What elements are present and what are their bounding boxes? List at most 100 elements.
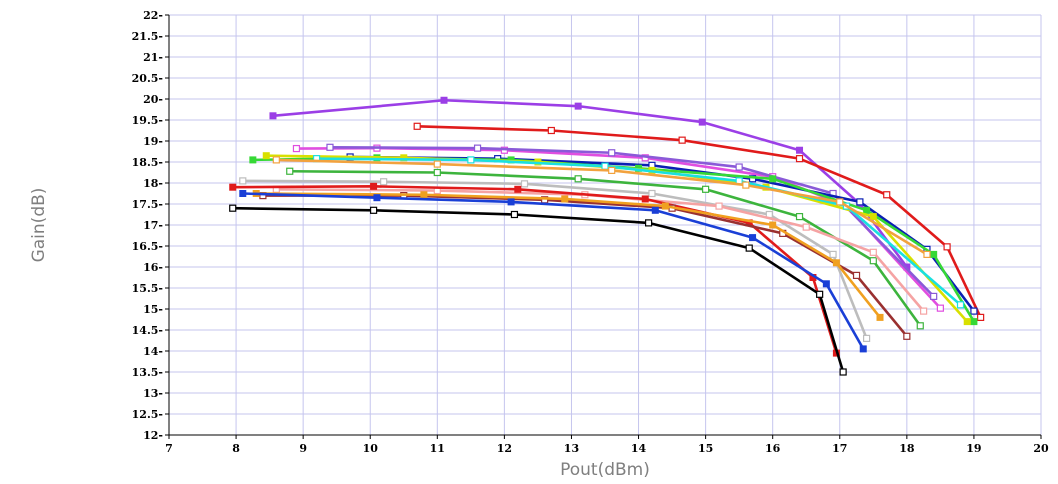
y-tick-label: 15.5- xyxy=(132,282,163,295)
series-2 xyxy=(413,122,985,321)
data-point-marker xyxy=(229,183,237,191)
series-line xyxy=(276,158,928,256)
data-point-marker xyxy=(795,155,804,163)
data-point-marker xyxy=(943,243,951,251)
x-tick-label: 12 xyxy=(497,442,512,455)
data-point-marker xyxy=(796,146,804,154)
data-point-marker xyxy=(369,206,378,214)
data-point-marker xyxy=(956,301,965,309)
data-point-marker xyxy=(510,210,519,219)
data-point-marker xyxy=(977,313,985,321)
data-point-marker xyxy=(292,144,301,153)
x-tick-label: 19 xyxy=(966,442,981,455)
data-point-marker xyxy=(507,198,515,206)
data-point-marker xyxy=(903,332,911,340)
y-axis-title: Gain(dB) xyxy=(29,188,49,263)
data-point-marker xyxy=(433,168,441,177)
data-point-marker xyxy=(742,181,750,189)
x-tick-label: 14 xyxy=(631,442,647,455)
y-tick-label: 13- xyxy=(143,387,163,400)
y-tick-label: 13.5- xyxy=(132,366,163,379)
data-point-marker xyxy=(920,307,928,315)
data-point-marker xyxy=(520,180,529,188)
data-point-marker xyxy=(698,118,706,126)
data-point-marker xyxy=(561,195,569,203)
data-point-marker xyxy=(702,185,710,193)
series-line xyxy=(316,157,962,306)
data-point-marker xyxy=(883,191,891,199)
data-point-marker xyxy=(249,156,257,164)
data-point-marker xyxy=(930,292,938,300)
grid xyxy=(168,14,1042,436)
y-tick-label: 12- xyxy=(143,429,163,442)
y-tick-label: 18- xyxy=(143,177,163,190)
data-point-marker xyxy=(648,189,656,198)
y-tick-label: 19- xyxy=(143,135,163,148)
data-point-marker xyxy=(269,112,277,120)
data-point-marker xyxy=(413,122,421,130)
series-layer xyxy=(229,96,985,376)
y-tick-label: 18.5- xyxy=(132,156,163,169)
y-tick-label: 22- xyxy=(143,9,163,22)
data-point-marker xyxy=(822,280,830,288)
data-point-marker xyxy=(745,244,753,252)
data-point-marker xyxy=(869,257,877,265)
data-point-marker xyxy=(420,191,428,199)
data-point-marker xyxy=(832,259,840,267)
series-8 xyxy=(312,155,965,309)
series-17 xyxy=(229,204,847,376)
data-point-marker xyxy=(735,163,743,171)
data-point-marker xyxy=(802,223,810,231)
x-tick-label: 7 xyxy=(165,442,173,455)
data-point-marker xyxy=(970,307,978,315)
y-tick-label: 17- xyxy=(143,219,163,232)
data-point-marker xyxy=(373,194,381,202)
series-9 xyxy=(272,156,931,258)
data-point-marker xyxy=(608,166,616,174)
y-tick-label: 15- xyxy=(143,303,163,316)
series-16 xyxy=(239,190,867,353)
data-point-marker xyxy=(816,290,824,298)
data-point-marker xyxy=(547,126,555,135)
data-point-marker xyxy=(272,156,280,164)
data-point-marker xyxy=(863,206,871,214)
data-point-marker xyxy=(601,162,609,170)
y-tick-label: 20.5- xyxy=(132,72,163,85)
data-point-marker xyxy=(970,318,978,326)
data-point-marker xyxy=(433,160,441,168)
data-point-marker xyxy=(839,368,847,376)
data-point-marker xyxy=(514,185,522,193)
data-point-marker xyxy=(769,175,777,183)
data-point-marker xyxy=(923,250,931,258)
data-point-marker xyxy=(440,96,448,104)
x-tick-label: 13 xyxy=(564,442,579,455)
x-tick-label: 10 xyxy=(363,442,379,455)
data-point-marker xyxy=(651,206,659,214)
data-point-marker xyxy=(239,190,247,197)
data-point-marker xyxy=(608,149,616,157)
data-point-marker xyxy=(963,318,971,326)
data-point-marker xyxy=(769,221,777,229)
data-point-marker xyxy=(836,198,844,206)
data-point-marker xyxy=(262,152,270,160)
data-point-marker xyxy=(715,202,723,210)
data-point-marker xyxy=(876,313,884,321)
data-point-marker xyxy=(748,175,757,183)
data-point-marker xyxy=(370,182,378,190)
data-point-marker xyxy=(574,175,582,183)
x-tick-label: 17 xyxy=(832,442,847,455)
tick-labels: 7 8 9 10 11 12 13 14 15 16 17 18 19 20 12- 12.5- 13- 13.5… xyxy=(132,9,1049,455)
data-point-marker xyxy=(795,213,804,221)
data-point-marker xyxy=(644,219,653,227)
data-point-marker xyxy=(869,213,877,221)
x-tick-label: 20 xyxy=(1033,442,1049,455)
y-tick-label: 16.5- xyxy=(132,240,163,253)
x-tick-label: 15 xyxy=(698,442,713,455)
data-point-marker xyxy=(380,178,388,186)
x-axis-title: Pout(dBm) xyxy=(560,460,650,480)
data-point-marker xyxy=(678,136,686,144)
data-point-marker xyxy=(574,102,582,110)
data-point-marker xyxy=(930,250,938,258)
y-tick-label: 21.5- xyxy=(132,30,163,43)
